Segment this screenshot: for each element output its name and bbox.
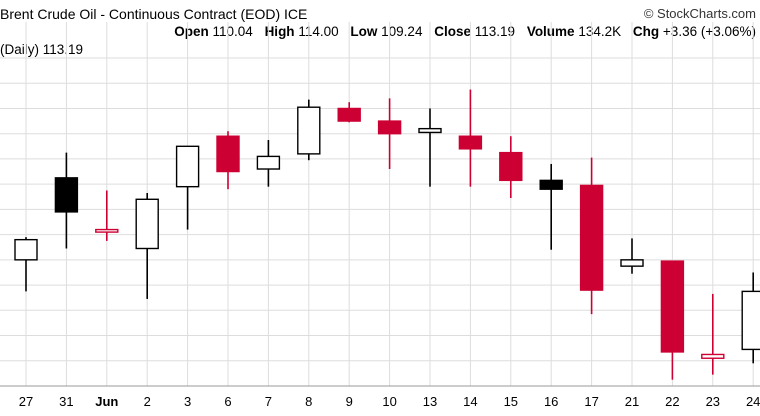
candle-body <box>14 238 38 261</box>
legend-prefix: (Daily) <box>0 42 39 57</box>
candle-body <box>175 145 200 188</box>
volume-value: 134.2K <box>578 24 622 39</box>
x-tick-label: 31 <box>59 394 73 409</box>
candle-body <box>620 259 644 267</box>
exchange-label: ICE <box>284 6 308 22</box>
candle-body <box>135 198 159 250</box>
x-tick-label: 3 <box>184 394 191 409</box>
open-label: Open <box>174 24 209 39</box>
x-tick-label: 22 <box>665 394 679 409</box>
volume-label: Volume <box>526 24 575 39</box>
candle-body <box>701 353 725 359</box>
candle-body <box>216 135 240 173</box>
x-tick-label: 27 <box>19 394 33 409</box>
close-value: 113.19 <box>474 24 516 39</box>
source-credit: © StockCharts.com <box>643 6 756 21</box>
x-tick-label: 13 <box>423 394 437 409</box>
candle-body <box>458 135 483 150</box>
candle-body <box>54 177 79 213</box>
candle-body <box>418 127 442 134</box>
close-label: Close <box>434 24 471 39</box>
x-tick-label: 9 <box>346 394 353 409</box>
candle-body <box>337 107 361 122</box>
x-tick-label: 24 <box>746 394 760 409</box>
x-tick-label: Jun <box>95 394 118 409</box>
candle-body <box>579 184 604 291</box>
chart-title: Brent Crude Oil - Continuous Contract (E… <box>0 6 281 22</box>
candle-body <box>95 228 119 233</box>
chg-value: +3.36 (+3.06%) <box>662 24 756 39</box>
x-tick-label: 2 <box>144 394 151 409</box>
legend-value: 113.19 <box>42 42 84 57</box>
candle-body <box>256 155 281 170</box>
candle-body <box>377 120 402 135</box>
x-tick-label: 7 <box>265 394 272 409</box>
candle-body <box>297 106 321 155</box>
grid-lines <box>0 22 760 387</box>
candle-body <box>499 151 523 182</box>
candle-body <box>660 260 685 353</box>
high-label: High <box>264 24 295 39</box>
chg-label: Chg <box>632 24 660 39</box>
x-tick-label: 14 <box>463 394 477 409</box>
low-value: 109.24 <box>381 24 423 39</box>
x-tick-label: 21 <box>625 394 639 409</box>
candle-body <box>539 179 563 190</box>
candles-group <box>14 89 760 380</box>
x-tick-label: 8 <box>305 394 312 409</box>
series-legend: (Daily) 113.19 <box>0 42 83 57</box>
x-tick-label: 17 <box>584 394 598 409</box>
x-tick-label: 6 <box>224 394 231 409</box>
x-tick-label: 16 <box>544 394 558 409</box>
open-value: 110.04 <box>212 24 253 39</box>
low-label: Low <box>350 24 378 39</box>
x-tick-label: 10 <box>382 394 396 409</box>
x-tick-label: 15 <box>504 394 518 409</box>
x-tick-label: 23 <box>706 394 720 409</box>
chart-title-row: Brent Crude Oil - Continuous Contract (E… <box>0 6 307 22</box>
x-axis-ticks: 27 31 Jun 2 3 6 7 8 9 10 13 14 15 16 17 21 22 23 24 <box>19 394 760 409</box>
candle-body <box>741 290 760 351</box>
